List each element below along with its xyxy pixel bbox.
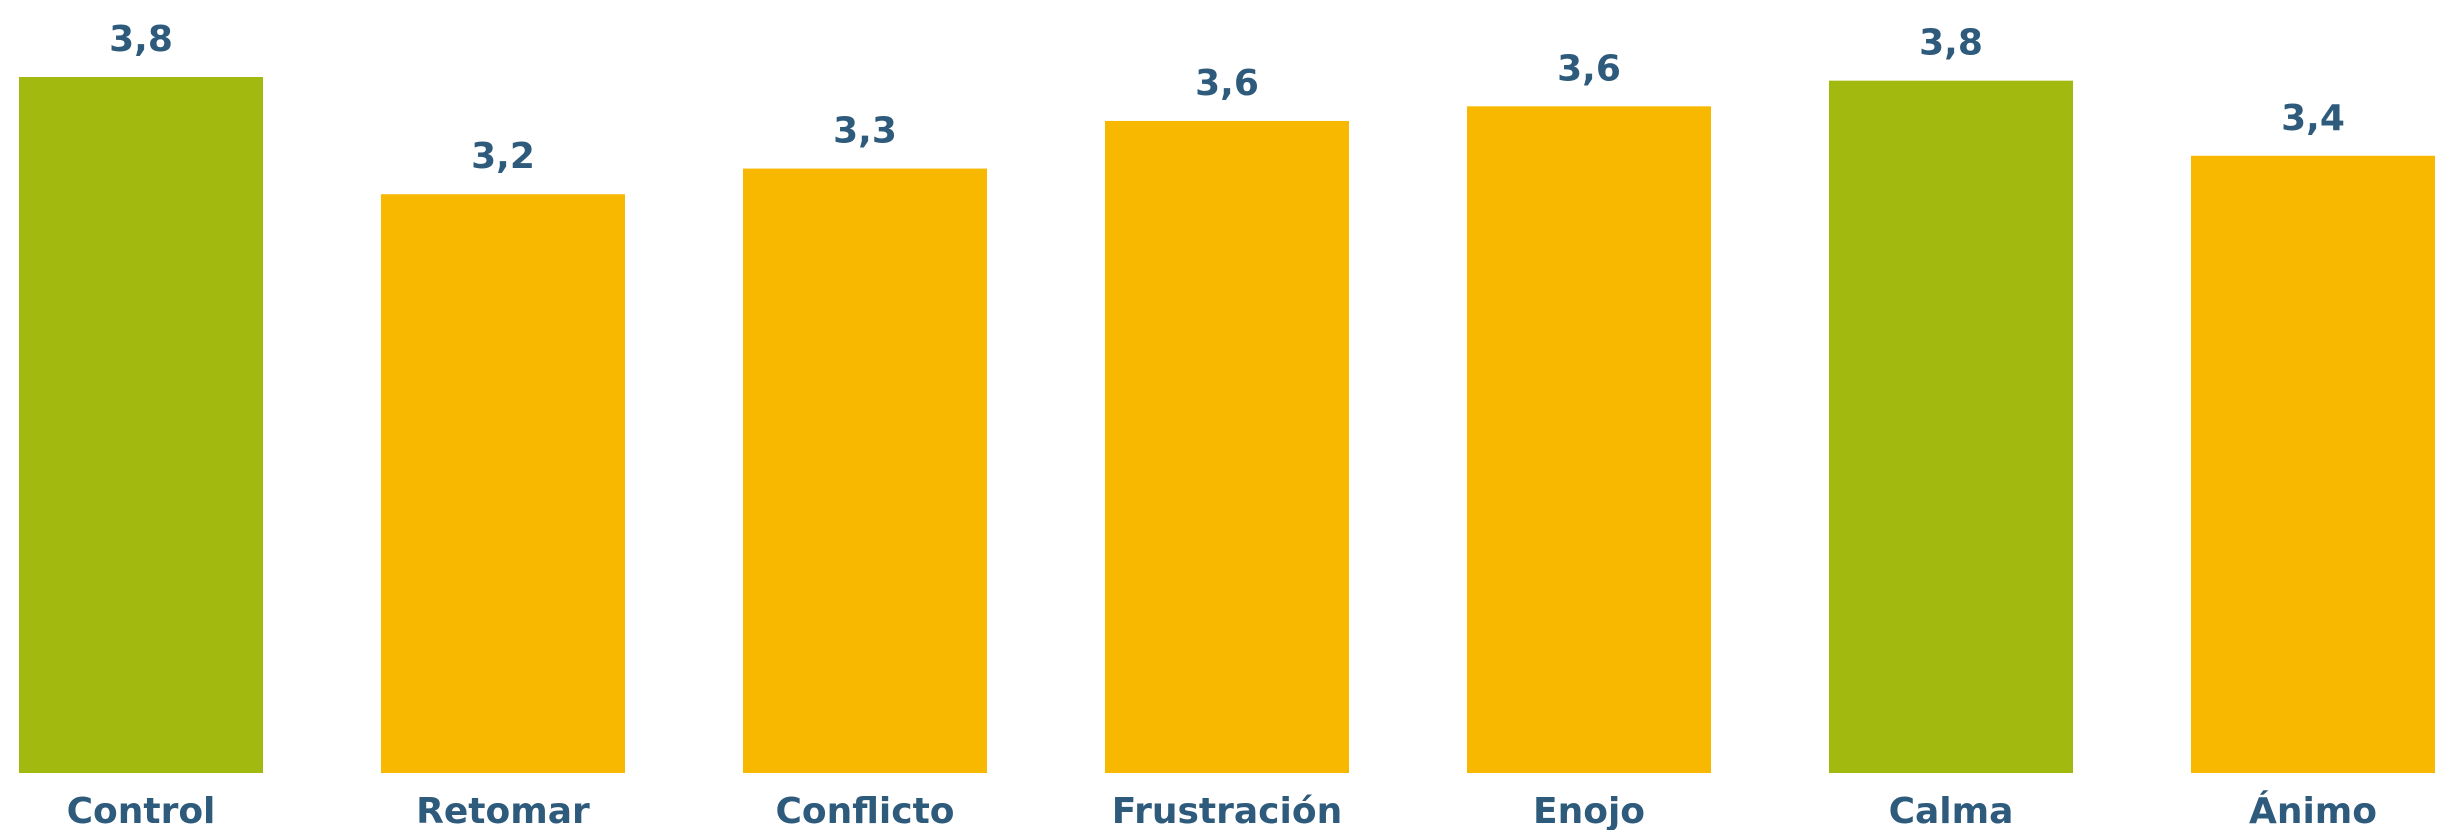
value-label: 3,6 — [1195, 63, 1259, 104]
bar — [1105, 120, 1349, 774]
bar — [1467, 106, 1711, 774]
bar — [743, 168, 987, 773]
value-label: 3,8 — [109, 19, 173, 60]
x-tick-label: Frustración — [1112, 791, 1342, 830]
bar — [1829, 80, 2073, 774]
value-label: 3,3 — [833, 111, 897, 152]
x-tick-label: Enojo — [1533, 791, 1645, 830]
value-label: 3,6 — [1557, 48, 1621, 89]
x-tick-label: Ánimo — [2249, 790, 2377, 830]
x-tick-label: Control — [67, 791, 216, 830]
bar — [19, 77, 263, 773]
x-tick-label: Calma — [1889, 791, 2014, 830]
value-label: 3,4 — [2281, 98, 2345, 139]
value-label: 3,2 — [471, 136, 535, 177]
bar — [2191, 155, 2435, 774]
x-tick-label: Conflicto — [775, 791, 954, 830]
x-tick-label: Retomar — [416, 791, 590, 830]
bar — [381, 194, 625, 773]
value-label: 3,8 — [1919, 23, 1983, 64]
